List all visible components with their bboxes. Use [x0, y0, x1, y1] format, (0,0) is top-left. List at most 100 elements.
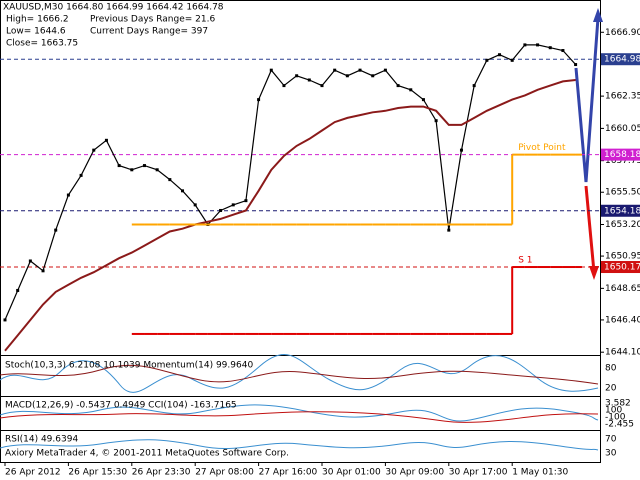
close-point — [459, 148, 463, 152]
panel-tick-label: 20 — [605, 384, 617, 394]
close-point — [79, 173, 83, 177]
close-point — [142, 164, 146, 168]
close-point — [485, 58, 489, 62]
y-tick-label: 1660.05 — [605, 124, 640, 134]
close-point — [523, 43, 527, 47]
close-point — [307, 78, 311, 82]
series-label: S 1 — [518, 256, 532, 266]
info-text: Previous Days Range= 21.6 — [90, 15, 215, 25]
close-point — [257, 98, 261, 102]
x-tick-label: 30 Apr 17:00 — [449, 468, 508, 478]
x-tick-label: 26 Apr 23:30 — [132, 468, 191, 478]
close-point — [92, 148, 96, 152]
close-point — [269, 68, 273, 72]
stoch-trace — [0, 354, 599, 393]
close-point — [28, 259, 32, 263]
forecast-arrow-down — [584, 185, 596, 273]
close-point — [41, 269, 45, 273]
close-point — [472, 84, 476, 88]
level-box — [601, 261, 640, 274]
close-point — [155, 168, 159, 172]
y-tick-label: 1662.35 — [605, 92, 640, 102]
close-point — [320, 84, 324, 88]
footer: Axiory MetaTrader 4, © 2001-2011 MetaQuo… — [5, 449, 289, 459]
close-point — [3, 318, 7, 322]
close-point — [358, 68, 362, 72]
level-label: 1664.98 — [604, 55, 640, 65]
chart-title: XAUUSD,M30 1664.80 1664.99 1664.42 1664.… — [3, 3, 224, 13]
close-point — [421, 98, 425, 102]
forecast-arrow-up — [574, 17, 600, 183]
panel-title: RSI(14) 49.6394 — [5, 435, 78, 445]
panel-title: Stoch(10,3,3) 6.2108 10.1039 Momentum(14… — [5, 361, 253, 371]
info-text: Close= 1663.75 — [6, 39, 78, 49]
close-point — [447, 228, 451, 232]
macd-trace — [0, 404, 599, 422]
level-box — [601, 148, 640, 161]
close-point — [282, 84, 286, 88]
panel-tick-label: 80 — [605, 364, 617, 374]
close-point — [574, 63, 578, 67]
close-point — [434, 119, 438, 123]
level-box — [601, 204, 640, 217]
panel-tick-label: -100 — [605, 413, 626, 423]
y-tick-label: 1648.65 — [605, 284, 640, 294]
x-tick-label: 26 Apr 2012 — [5, 468, 61, 478]
x-tick-label: 30 Apr 01:00 — [322, 468, 381, 478]
y-tick-label: 1650.95 — [605, 252, 640, 262]
rsi-trace — [0, 439, 599, 451]
level-box — [601, 53, 640, 66]
close-point — [561, 49, 565, 53]
x-tick-label: 27 Apr 08:00 — [195, 468, 254, 478]
x-tick-label: 26 Apr 15:30 — [68, 468, 127, 478]
panel-tick-label: 70 — [605, 435, 617, 445]
y-tick-label: 1666.90 — [605, 28, 640, 38]
close-point — [345, 74, 349, 78]
close-point — [231, 203, 235, 207]
info-text: Current Days Range= 397 — [90, 27, 208, 37]
level-label: 1654.18 — [604, 206, 640, 216]
close-point — [130, 168, 134, 172]
close-point — [244, 199, 248, 203]
level-label: 1658.18 — [604, 150, 640, 160]
x-tick-label: 1 May 01:30 — [512, 468, 568, 478]
info-text: Low= 1644.6 — [6, 27, 66, 37]
close-point — [193, 203, 197, 207]
close-point — [168, 178, 172, 182]
y-tick-label: 1657.75 — [605, 156, 640, 166]
close-point — [181, 189, 185, 193]
info-text: High= 1666.2 — [6, 15, 69, 25]
cci-trace — [0, 411, 599, 423]
panel-tick-label: 3.582 — [605, 399, 631, 409]
close-point — [117, 164, 121, 168]
price-line — [4, 44, 577, 321]
arrow-head — [593, 8, 603, 22]
close-point — [371, 74, 375, 78]
panel-tick-label: -2.455 — [605, 420, 634, 430]
close-point — [54, 228, 58, 232]
close-point — [66, 193, 70, 197]
close-point — [510, 58, 514, 62]
panel-tick-label: 30 — [605, 449, 617, 459]
close-point — [409, 88, 413, 92]
close-point — [383, 68, 387, 72]
close-point — [295, 74, 299, 78]
close-point — [104, 138, 108, 142]
close-point — [498, 53, 502, 57]
price-line — [4, 79, 576, 352]
y-tick-label: 1653.20 — [605, 220, 640, 230]
close-point — [536, 43, 540, 47]
momentum-trace — [0, 364, 599, 385]
y-tick-label: 1655.50 — [605, 188, 640, 198]
y-tick-label: 1644.10 — [605, 348, 640, 358]
series-label: Pivot Point — [518, 143, 566, 153]
panel-tick-label: 100 — [605, 406, 622, 416]
plot-frame — [0, 0, 601, 463]
y-tick-label: 1646.40 — [605, 315, 640, 325]
close-point — [16, 288, 20, 292]
x-tick-label: 27 Apr 16:00 — [259, 468, 318, 478]
arrow-head — [589, 266, 599, 280]
close-point — [333, 68, 337, 72]
